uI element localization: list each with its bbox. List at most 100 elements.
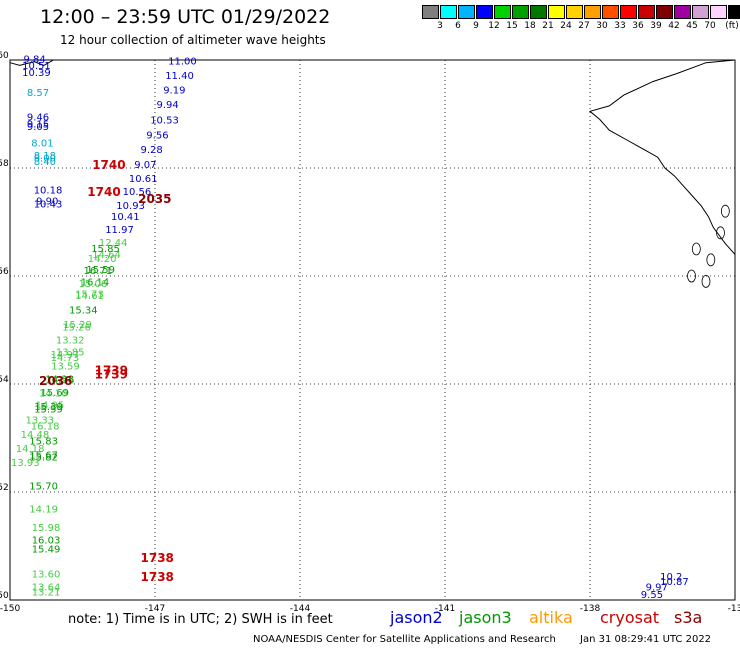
wave-height-label: 11.97 — [105, 225, 134, 236]
wave-height-label: 15.83 — [29, 437, 58, 448]
colorbar-label: 15 — [506, 21, 518, 31]
wave-height-label: 16.14 — [81, 278, 110, 289]
lon-tick-label: -144 — [290, 604, 311, 614]
wave-height-label: 9.56 — [146, 130, 168, 141]
wave-height-label: 10.41 — [111, 212, 140, 223]
wave-height-label: 10.18 — [34, 185, 63, 196]
wave-height-label: 8.18 — [34, 151, 56, 162]
wave-height-label: 16.03 — [32, 535, 61, 546]
page-title: 12:00 – 23:59 UTC 01/29/2022 — [40, 6, 331, 28]
wave-height-label: 13.60 — [32, 569, 61, 580]
wave-height-label: 13.93 — [11, 458, 40, 469]
island-outline — [716, 226, 725, 240]
wave-height-label: 9.94 — [157, 100, 179, 111]
wave-height-label: 10.43 — [34, 199, 63, 210]
wave-height-label: 16.71 — [84, 266, 113, 277]
wave-height-label: 16.18 — [31, 421, 60, 432]
island-outline — [720, 204, 730, 218]
page-subtitle: 12 hour collection of altimeter wave hei… — [60, 33, 326, 47]
wave-height-label: 9.90 — [36, 197, 58, 208]
wave-height-label: 9.28 — [141, 145, 163, 156]
colorbar-swatch — [440, 5, 457, 19]
island-outline — [691, 242, 701, 256]
footer-timestamp: Jan 31 08:29:41 UTC 2022 — [580, 634, 712, 645]
colorbar-swatch — [512, 5, 529, 19]
colorbar-swatch — [710, 5, 727, 19]
colorbar-swatch — [728, 5, 740, 19]
wave-height-label: 15.26 — [62, 323, 91, 334]
wave-height-label: 9.05 — [27, 122, 49, 133]
island-outline — [706, 253, 716, 267]
coastline-west — [9, 59, 54, 66]
wave-height-label: 11.00 — [168, 56, 197, 67]
wave-height-label: 9.19 — [163, 86, 185, 97]
pass-time-label: 2036 — [39, 374, 72, 388]
wave-height-label: 9.84 — [24, 55, 46, 66]
wave-height-label: 10.87 — [660, 577, 689, 588]
wave-height-label: 14.20 — [88, 254, 117, 265]
wave-height-label: 13.64 — [32, 582, 61, 593]
lat-tick-label: 52 — [0, 483, 9, 493]
colorbar-label: 39 — [650, 21, 662, 31]
wave-height-label: 15.85 — [91, 244, 120, 255]
lat-tick-label: 56 — [0, 267, 9, 277]
colorbar-label: 33 — [614, 21, 626, 31]
wave-height-label: 13.32 — [56, 336, 85, 347]
legend-altika: altika — [529, 608, 573, 627]
island-outline — [687, 269, 696, 283]
wave-height-label: 15.67 — [29, 451, 58, 462]
wave-height-label: 9.07 — [134, 160, 156, 171]
wave-height-label: 10.2 — [660, 572, 682, 583]
wave-height-colorbar — [422, 5, 740, 19]
wave-height-label: 8.57 — [27, 88, 49, 99]
wave-height-label: 15.39 — [34, 402, 63, 413]
wave-height-label: 10.39 — [22, 68, 51, 79]
colorbar-label: 45 — [686, 21, 698, 31]
colorbar-swatch — [566, 5, 583, 19]
colorbar-label: 3 — [437, 21, 443, 31]
colorbar-label: 9 — [473, 21, 479, 31]
wave-height-label: 15.59 — [34, 405, 63, 416]
colorbar-swatch — [494, 5, 511, 19]
footer-credit: NOAA/NESDIS Center for Satellite Applica… — [253, 634, 556, 645]
colorbar-swatch — [656, 5, 673, 19]
wave-height-label: 15.98 — [32, 523, 61, 534]
wave-height-label: 15.82 — [29, 453, 58, 464]
wave-height-label: 15.49 — [32, 545, 61, 556]
wave-height-label: 15.29 — [63, 320, 92, 331]
wave-height-label: 10.51 — [22, 61, 51, 72]
wave-height-label: 13.33 — [26, 415, 55, 426]
wave-height-label: 13.85 — [56, 347, 85, 358]
wave-height-label: 15.69 — [40, 388, 69, 399]
wave-height-label: 13.59 — [51, 361, 80, 372]
colorbar-label: 27 — [578, 21, 590, 31]
pass-time-label: 2035 — [138, 192, 171, 206]
wave-height-label: 15.70 — [29, 481, 58, 492]
legend-cryosat: cryosat — [600, 608, 660, 627]
wave-height-label: 14.64 — [92, 250, 121, 261]
colorbar-swatch — [674, 5, 691, 19]
wave-height-label: 11.40 — [165, 71, 194, 82]
colorbar-label: 24 — [560, 21, 572, 31]
wave-height-label: 9.46 — [27, 113, 49, 124]
wave-height-label: 14.97 — [51, 350, 80, 361]
coastline — [588, 59, 736, 255]
colorbar-swatch — [692, 5, 709, 19]
colorbar-label: 18 — [524, 21, 536, 31]
colorbar-label: 6 — [455, 21, 461, 31]
pass-time-label: 1739 — [95, 363, 128, 377]
lat-tick-label: 60 — [0, 51, 9, 61]
colorbar-swatch — [638, 5, 655, 19]
wave-height-label: 8.01 — [31, 138, 53, 149]
pass-time-label: 1739 — [95, 368, 128, 382]
wave-height-label: 15.59 — [86, 265, 115, 276]
wave-height-label: 15.06 — [79, 279, 108, 290]
colorbar-swatch — [584, 5, 601, 19]
colorbar-label: (ft) — [725, 21, 739, 31]
wave-height-label: 15.34 — [69, 305, 98, 316]
colorbar-swatch — [476, 5, 493, 19]
pass-time-label: 1740 — [87, 185, 120, 199]
wave-height-label: 8.40 — [34, 157, 56, 168]
